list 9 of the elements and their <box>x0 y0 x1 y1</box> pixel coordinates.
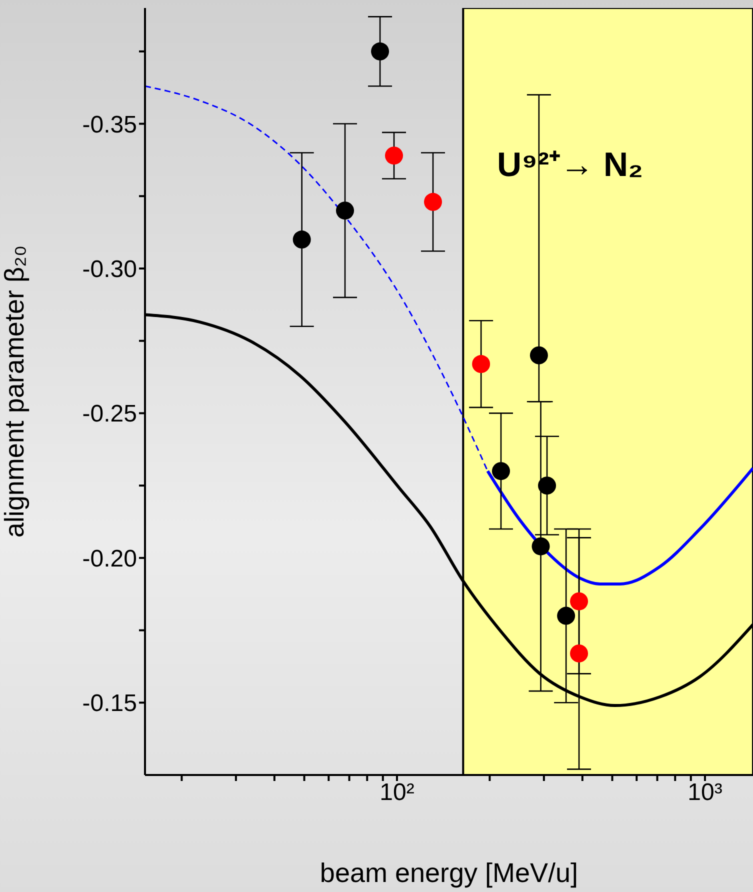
y-tick-label: -0.35 <box>82 111 137 138</box>
x-tick-label: 10³ <box>688 779 722 806</box>
x-axis-title: beam energy [MeV/u] <box>320 858 578 888</box>
y-tick-label: -0.15 <box>82 690 137 718</box>
y-tick-label: -0.25 <box>82 400 137 428</box>
x-tick-label: 10² <box>380 779 414 806</box>
y-axis-title: alignment parameter β₂₀ <box>0 245 30 538</box>
y-tick-label: -0.30 <box>82 256 137 284</box>
y-tick-label: -0.20 <box>82 545 137 572</box>
